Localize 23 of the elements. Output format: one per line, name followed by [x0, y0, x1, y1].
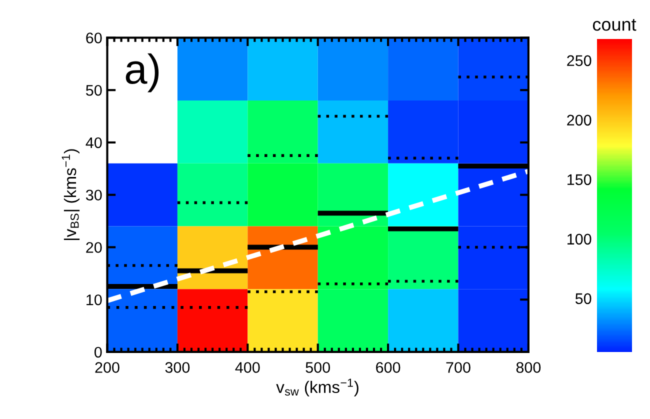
color-bar-label: 250	[567, 55, 592, 66]
x-tick-label: 400	[235, 362, 260, 373]
y-tick-label: 60	[86, 32, 102, 44]
x-tick-label: 800	[516, 362, 541, 373]
x-tick-label: 600	[376, 362, 400, 373]
y-tick-label: 30	[86, 190, 102, 201]
color-bar-label: 100	[568, 234, 592, 245]
y-tick-label: 0	[94, 346, 102, 358]
x-axis-title: v$_{sw}$ (kms$^{−1}$)	[276, 378, 358, 396]
x-tick-label: 300	[165, 362, 190, 373]
x-tick-label: 200	[95, 362, 120, 373]
y-tick-label: 50	[86, 84, 102, 96]
x-tick-label: 700	[446, 362, 470, 373]
color-bar-label: 150	[568, 174, 592, 186]
color-bar-title: count	[592, 18, 636, 31]
y-axis-title: |v$_{BS}$| (kms$^{−1}$)	[62, 149, 80, 240]
x-tick-label: 500	[306, 362, 330, 373]
y-tick-label: 10	[86, 294, 102, 306]
y-tick-label: 20	[86, 242, 102, 253]
color-bar-label: 200	[567, 114, 592, 126]
color-bar-label: 50	[575, 293, 592, 304]
y-tick-label: 40	[86, 137, 102, 148]
annotation: a)	[126, 53, 159, 92]
